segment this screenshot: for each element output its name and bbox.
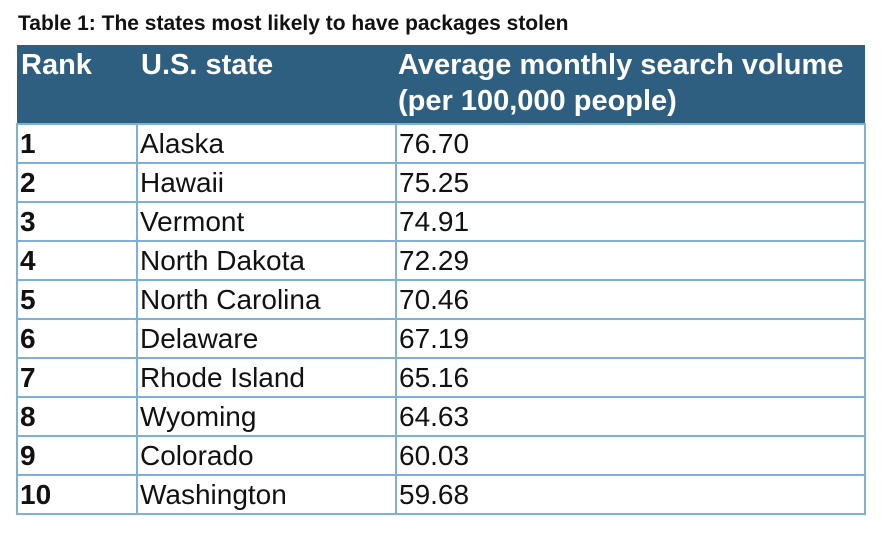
table-row: 1 Alaska 76.70 xyxy=(16,123,866,164)
table-row: 9 Colorado 60.03 xyxy=(16,435,866,476)
state-cell: Rhode Island xyxy=(136,357,397,398)
state-cell: Washington xyxy=(136,474,397,515)
rank-cell: 3 xyxy=(16,201,138,242)
state-cell: North Dakota xyxy=(136,240,397,281)
volume-cell: 72.29 xyxy=(395,240,866,281)
state-cell: Hawaii xyxy=(136,162,397,203)
rank-cell: 9 xyxy=(16,435,138,476)
state-cell: Colorado xyxy=(136,435,397,476)
rank-cell: 8 xyxy=(16,396,138,437)
rank-cell: 4 xyxy=(16,240,138,281)
table-row: 10 Washington 59.68 xyxy=(16,474,866,515)
volume-cell: 74.91 xyxy=(395,201,866,242)
volume-cell: 59.68 xyxy=(395,474,866,515)
table-row: 2 Hawaii 75.25 xyxy=(16,162,866,203)
column-header-rank: Rank xyxy=(17,45,137,124)
state-cell: Delaware xyxy=(136,318,397,359)
rank-cell: 6 xyxy=(16,318,138,359)
table-row: 8 Wyoming 64.63 xyxy=(16,396,866,437)
volume-cell: 75.25 xyxy=(395,162,866,203)
state-cell: North Carolina xyxy=(136,279,397,320)
volume-cell: 76.70 xyxy=(395,123,866,164)
state-cell: Alaska xyxy=(136,123,397,164)
volume-cell: 60.03 xyxy=(395,435,866,476)
volume-cell: 70.46 xyxy=(395,279,866,320)
states-table: Rank U.S. state Average monthly search v… xyxy=(16,45,866,515)
column-header-volume: Average monthly search volume (per 100,0… xyxy=(396,45,865,124)
table-header-row: Rank U.S. state Average monthly search v… xyxy=(17,45,865,124)
rank-cell: 1 xyxy=(16,123,138,164)
table-caption: Table 1: The states most likely to have … xyxy=(18,12,569,35)
state-cell: Wyoming xyxy=(136,396,397,437)
column-header-state: U.S. state xyxy=(137,45,396,124)
state-cell: Vermont xyxy=(136,201,397,242)
volume-cell: 67.19 xyxy=(395,318,866,359)
rank-cell: 7 xyxy=(16,357,138,398)
table-row: 4 North Dakota 72.29 xyxy=(16,240,866,281)
table-row: 3 Vermont 74.91 xyxy=(16,201,866,242)
volume-cell: 65.16 xyxy=(395,357,866,398)
table-row: 6 Delaware 67.19 xyxy=(16,318,866,359)
rank-cell: 10 xyxy=(16,474,138,515)
table-row: 7 Rhode Island 65.16 xyxy=(16,357,866,398)
rank-cell: 2 xyxy=(16,162,138,203)
rank-cell: 5 xyxy=(16,279,138,320)
table-row: 5 North Carolina 70.46 xyxy=(16,279,866,320)
volume-cell: 64.63 xyxy=(395,396,866,437)
